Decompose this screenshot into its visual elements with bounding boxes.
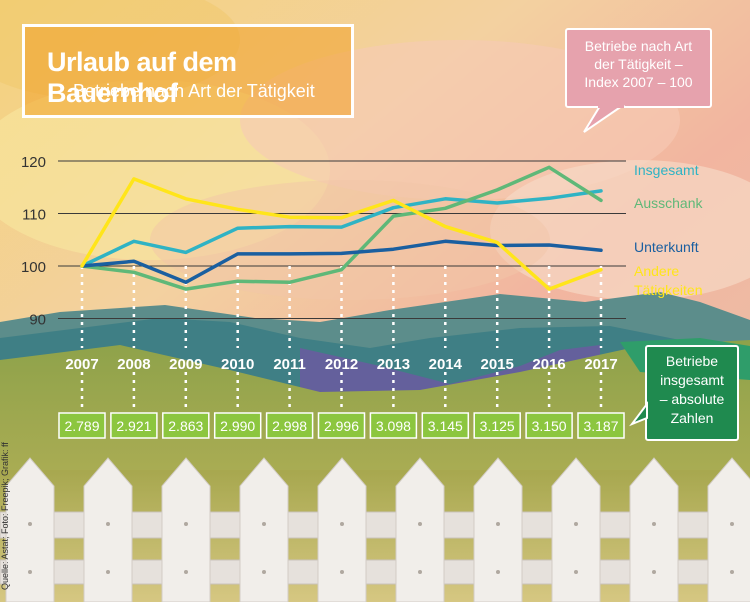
side-box-line: Betriebe: [665, 353, 719, 369]
value-label: 3.098: [376, 418, 411, 434]
fence-picket: [473, 457, 523, 602]
chart-title: Urlaub auf dem Bauernhof: [47, 47, 237, 108]
side-box-line: – absolute: [659, 391, 725, 407]
x-tick-label: 2011: [273, 356, 306, 373]
bubble-line: Betriebe nach Art: [584, 38, 693, 54]
fence-nail: [106, 522, 110, 526]
fence-nail: [652, 570, 656, 574]
series-label-unterkunft: Unterkunft: [634, 239, 699, 255]
fence-nail: [184, 522, 188, 526]
fence-picket: [83, 457, 133, 602]
fence-nail: [340, 522, 344, 526]
bubble-line: Index 2007 – 100: [584, 74, 693, 90]
fence-nail: [496, 522, 500, 526]
value-box: [58, 412, 106, 439]
value-box: [317, 412, 366, 439]
fence-picket: [239, 457, 289, 602]
fence-nail: [340, 570, 344, 574]
value-box: [577, 412, 625, 439]
value-label: 3.187: [583, 418, 618, 434]
fence-nail: [28, 522, 32, 526]
y-tick-label: 110: [22, 207, 46, 224]
value-label: 2.789: [64, 418, 99, 434]
fence-nail: [106, 570, 110, 574]
side-box-line: insgesamt: [660, 372, 724, 388]
fence-nail: [28, 570, 32, 574]
value-box: [110, 412, 158, 439]
fence-nail: [418, 570, 422, 574]
value-label: 3.150: [532, 418, 567, 434]
fence-nail: [184, 570, 188, 574]
fence-nail: [496, 570, 500, 574]
series-label-insgesamt: Insgesamt: [634, 162, 699, 178]
x-tick-label: 2009: [169, 356, 202, 373]
series-line-ausschank: [80, 165, 603, 291]
x-tick-label: 2010: [221, 356, 254, 373]
value-label: 2.921: [116, 418, 151, 434]
fence-nail: [262, 570, 266, 574]
fence-nail: [730, 522, 734, 526]
value-label: 2.998: [272, 418, 307, 434]
y-tick-label: 120: [21, 154, 46, 171]
absolute-values-note: Betriebe insgesamt – absolute Zahlen: [645, 345, 739, 441]
line-chart: 90 100 110 120 Insgesamt Ausschank Unterkunft A…: [21, 154, 703, 439]
series-label-andere: Tätigkeiten: [634, 282, 702, 298]
fence-picket: [395, 457, 445, 602]
fence-picket: [161, 457, 211, 602]
y-tick-label: 100: [21, 259, 46, 276]
value-box: [473, 412, 521, 439]
series-line-insgesamt: [80, 189, 603, 268]
fence-nail: [418, 522, 422, 526]
fence-picket: [707, 457, 750, 602]
x-tick-label: 2012: [325, 356, 358, 373]
value-box: [162, 412, 210, 439]
fence-picket: [317, 457, 367, 602]
fence-nail: [652, 522, 656, 526]
fence-picket: [629, 457, 679, 602]
x-tick-label: 2016: [532, 356, 565, 373]
fence-nail: [262, 522, 266, 526]
title-box: Urlaub auf dem Bauernhof Betriebe nach A…: [22, 24, 354, 118]
series-line-unterkunft: [80, 239, 603, 285]
fence-illustration: [0, 457, 750, 602]
x-tick-label: 2015: [481, 356, 514, 373]
fence-picket: [5, 457, 55, 602]
index-note-bubble: Betriebe nach Art der Tätigkeit – Index …: [565, 28, 712, 108]
y-tick-label: 90: [29, 312, 46, 329]
x-tick-label: 2017: [584, 356, 617, 373]
value-label: 3.145: [428, 418, 463, 434]
x-tick-label: 2014: [429, 356, 463, 373]
x-tick-label: 2013: [377, 356, 410, 373]
value-box: [369, 412, 418, 439]
chart-subtitle: Betriebe nach Art der Tätigkeit: [73, 81, 315, 101]
fence-nail: [730, 570, 734, 574]
value-box: [265, 412, 314, 439]
fence-nail: [574, 570, 578, 574]
source-note: Quelle: Astat; Foto: Freepik; Grafik: ff: [0, 442, 10, 590]
x-tick-label: 2008: [117, 356, 150, 373]
value-box: [525, 412, 573, 439]
value-label: 2.863: [168, 418, 203, 434]
value-box: [213, 412, 262, 439]
value-label: 2.996: [324, 418, 359, 434]
series-label-ausschank: Ausschank: [634, 195, 703, 211]
fence-picket: [551, 457, 601, 602]
value-box: [421, 412, 470, 439]
series-line-andere: [80, 177, 603, 291]
value-label: 3.125: [480, 418, 515, 434]
x-tick-label: 2007: [65, 356, 98, 373]
bubble-line: der Tätigkeit –: [594, 56, 683, 72]
value-label: 2.990: [220, 418, 255, 434]
series-label-andere: Andere: [634, 263, 679, 279]
fence-nail: [574, 522, 578, 526]
side-box-line: Zahlen: [670, 410, 714, 426]
